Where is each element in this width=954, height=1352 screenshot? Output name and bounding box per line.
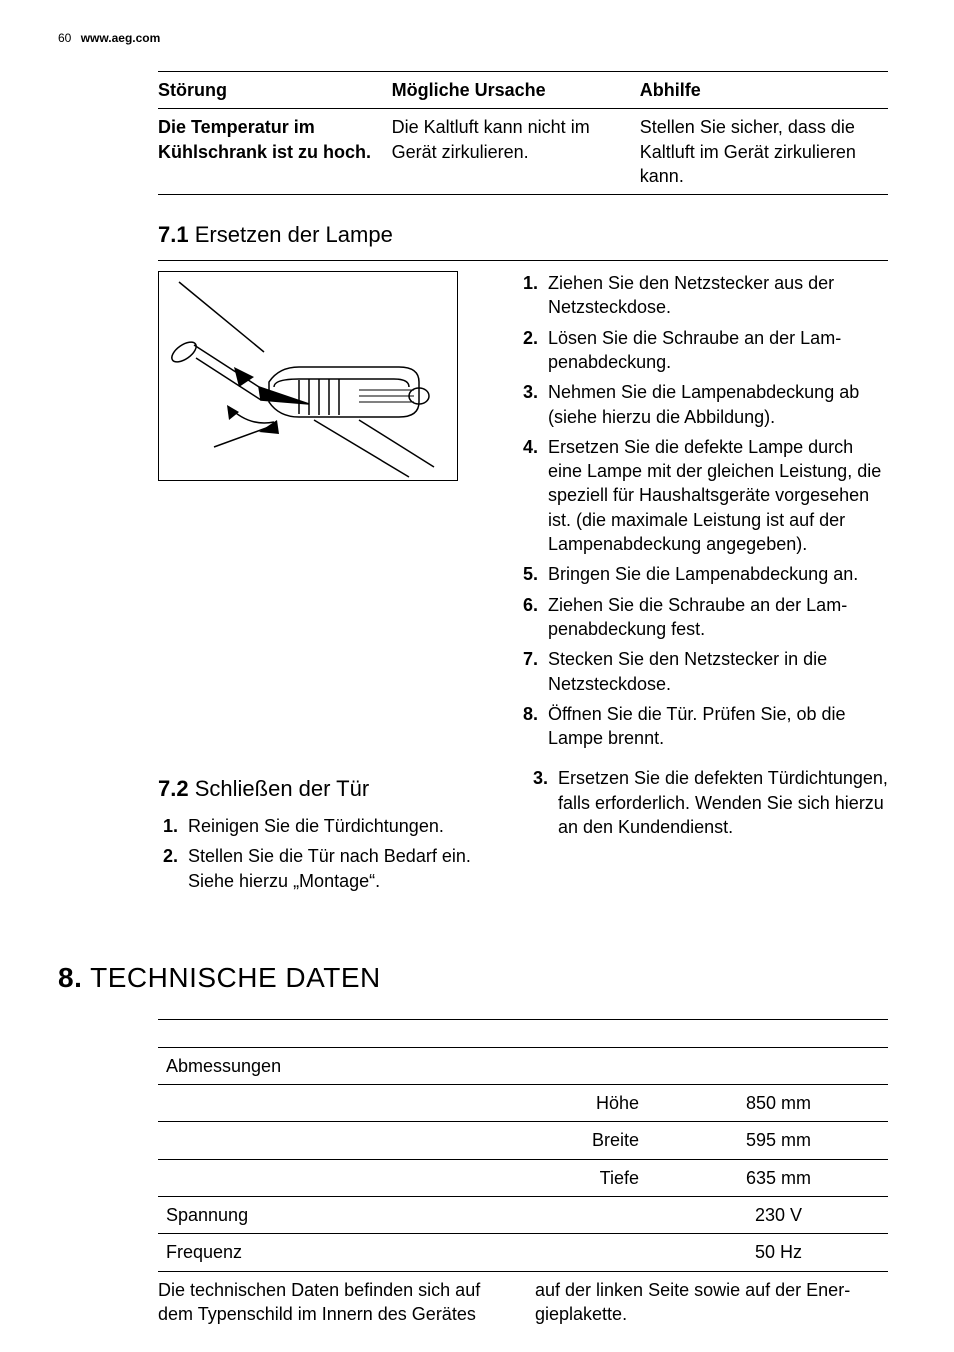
step-text: Reinigen Sie die Türdichtungen.	[188, 814, 508, 838]
step-text: Lösen Sie die Schraube an der Lam­penabd…	[548, 326, 888, 375]
lamp-replacement-figure	[158, 271, 458, 481]
cell	[669, 1019, 888, 1047]
step-text: Öffnen Sie die Tür. Prüfen Sie, ob die L…	[548, 702, 888, 751]
troubleshooting-table: Störung Mögliche Ursache Abhilfe Die Tem…	[158, 71, 888, 195]
figure-column	[158, 271, 498, 756]
cell	[158, 1159, 465, 1196]
site-url: www.aeg.com	[81, 31, 161, 45]
th-stoerung: Störung	[158, 72, 392, 109]
footnote-left: Die technischen Daten befinden sich auf …	[158, 1278, 511, 1327]
list-item: 3.Ersetzen Sie die defekten Türdich­tung…	[528, 766, 888, 839]
cell: Tiefe	[465, 1159, 669, 1196]
cell: 850 mm	[669, 1085, 888, 1122]
heading-text: Schließen der Tür	[195, 776, 369, 801]
cell: 230 V	[669, 1196, 888, 1233]
cell: Höhe	[465, 1085, 669, 1122]
th-ursache: Mögliche Ursache	[392, 72, 640, 109]
list-item: 7.Stecken Sie den Netzstecker in die Net…	[518, 647, 888, 696]
table-row: Abmessungen	[158, 1047, 888, 1084]
list-item: 3.Nehmen Sie die Lampenabdeckung ab (sie…	[518, 380, 888, 429]
step-number: 3.	[528, 766, 558, 839]
step-text: Nehmen Sie die Lampenabdeckung ab (siehe…	[548, 380, 888, 429]
cell	[158, 1019, 465, 1047]
cell-cause: Die Kaltluft kann nicht im Gerät zirkuli…	[392, 109, 640, 195]
spec-footnote: Die technischen Daten befinden sich auf …	[158, 1278, 888, 1327]
list-item: 2.Lösen Sie die Schraube an der Lam­pena…	[518, 326, 888, 375]
cell	[465, 1019, 669, 1047]
list-item: 1.Reinigen Sie die Türdichtungen.	[158, 814, 508, 838]
table-row: Tiefe635 mm	[158, 1159, 888, 1196]
cell	[465, 1234, 669, 1271]
steps-7-2-right: 3.Ersetzen Sie die defekten Türdich­tung…	[528, 766, 888, 839]
list-item: 6.Ziehen Sie die Schraube an der Lam­pen…	[518, 593, 888, 642]
heading-number: 8.	[58, 962, 82, 993]
table-row: Breite595 mm	[158, 1122, 888, 1159]
list-item: 1.Ziehen Sie den Netzstecker aus der Net…	[518, 271, 888, 320]
cell	[465, 1196, 669, 1233]
table-row: Frequenz 50 Hz	[158, 1234, 888, 1271]
step-text: Ersetzen Sie die defekte Lampe durch ein…	[548, 435, 888, 556]
cell: Spannung	[158, 1196, 465, 1233]
cell: Abmessungen	[158, 1047, 465, 1084]
table-row: Die Temperatur im Kühlschrank ist zu hoc…	[158, 109, 888, 195]
cell: Breite	[465, 1122, 669, 1159]
section-7-2-row: 7.2 Schließen der Tür 1.Reinigen Sie die…	[158, 766, 888, 899]
cell: 595 mm	[669, 1122, 888, 1159]
steps-7-2-left: 1.Reinigen Sie die Türdichtungen.2.Stell…	[158, 814, 508, 893]
heading-text: Ersetzen der Lampe	[195, 222, 393, 247]
heading-8: 8. TECHNISCHE DATEN	[58, 959, 896, 997]
heading-number: 7.1	[158, 222, 189, 247]
steps-column: 1.Ziehen Sie den Netzstecker aus der Net…	[518, 271, 888, 756]
rule	[158, 260, 888, 261]
steps-7-1: 1.Ziehen Sie den Netzstecker aus der Net…	[518, 271, 888, 750]
spec-table: AbmessungenHöhe850 mmBreite595 mmTiefe63…	[158, 1019, 888, 1272]
step-text: Stecken Sie den Netzstecker in die Netzs…	[548, 647, 888, 696]
step-text: Ziehen Sie den Netzstecker aus der Netzs…	[548, 271, 888, 320]
step-number: 3.	[518, 380, 548, 429]
cell-problem: Die Temperatur im Kühlschrank ist zu hoc…	[158, 109, 392, 195]
cell	[465, 1047, 669, 1084]
step-number: 1.	[518, 271, 548, 320]
heading-7-2: 7.2 Schließen der Tür	[158, 774, 508, 804]
heading-text: TECHNISCHE DATEN	[90, 962, 381, 993]
cell: 50 Hz	[669, 1234, 888, 1271]
step-number: 7.	[518, 647, 548, 696]
list-item: 5.Bringen Sie die Lampenabdeckung an.	[518, 562, 888, 586]
step-number: 2.	[158, 844, 188, 893]
cell-remedy: Stellen Sie sicher, dass die Kaltluft im…	[640, 109, 888, 195]
cell	[158, 1122, 465, 1159]
table-row: Höhe850 mm	[158, 1085, 888, 1122]
cell	[158, 1085, 465, 1122]
list-item: 2.Stellen Sie die Tür nach Bedarf ein. S…	[158, 844, 508, 893]
step-number: 8.	[518, 702, 548, 751]
section-7-1-body: 1.Ziehen Sie den Netzstecker aus der Net…	[158, 271, 888, 756]
step-number: 2.	[518, 326, 548, 375]
page-number: 60	[58, 30, 71, 46]
step-text: Bringen Sie die Lampenabdeckung an.	[548, 562, 888, 586]
step-text: Ziehen Sie die Schraube an der Lam­penab…	[548, 593, 888, 642]
footnote-right: auf der linken Seite sowie auf der Ener­…	[535, 1278, 888, 1327]
cell	[669, 1047, 888, 1084]
step-number: 6.	[518, 593, 548, 642]
list-item: 8.Öffnen Sie die Tür. Prüfen Sie, ob die…	[518, 702, 888, 751]
heading-number: 7.2	[158, 776, 189, 801]
list-item: 4.Ersetzen Sie die defekte Lampe durch e…	[518, 435, 888, 556]
heading-7-1: 7.1 Ersetzen der Lampe	[158, 220, 896, 250]
step-number: 1.	[158, 814, 188, 838]
th-abhilfe: Abhilfe	[640, 72, 888, 109]
step-number: 4.	[518, 435, 548, 556]
page-header: 60 www.aeg.com	[58, 30, 896, 46]
step-text: Ersetzen Sie die defekten Türdich­tungen…	[558, 766, 888, 839]
cell: 635 mm	[669, 1159, 888, 1196]
table-row: Spannung 230 V	[158, 1196, 888, 1233]
table-row	[158, 1019, 888, 1047]
step-text: Stellen Sie die Tür nach Bedarf ein. Sie…	[188, 844, 508, 893]
cell: Frequenz	[158, 1234, 465, 1271]
step-number: 5.	[518, 562, 548, 586]
